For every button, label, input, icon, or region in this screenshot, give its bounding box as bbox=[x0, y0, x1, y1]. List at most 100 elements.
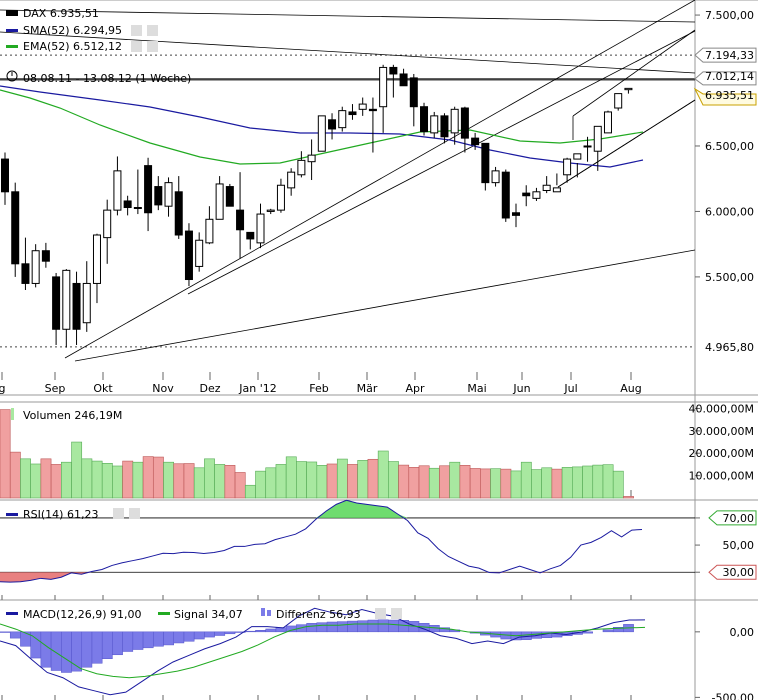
candle bbox=[399, 73, 408, 87]
volume-bar bbox=[316, 465, 328, 499]
legend-dax[interactable]: DAX 6.935,51 bbox=[6, 7, 99, 20]
ema-line bbox=[0, 89, 644, 165]
volume-bar bbox=[561, 467, 573, 499]
volume-bar bbox=[81, 458, 93, 499]
y-tick-label: 6.500,00 bbox=[705, 140, 754, 153]
candle bbox=[215, 183, 224, 220]
candle bbox=[184, 230, 193, 281]
rsi-level-tag bbox=[708, 564, 757, 580]
macd-histogram-bar bbox=[214, 631, 226, 636]
macd-histogram-bar bbox=[265, 628, 277, 633]
candle bbox=[409, 77, 418, 108]
trend-line bbox=[187, 30, 696, 295]
macd-histogram-bar bbox=[224, 631, 236, 635]
candle bbox=[82, 282, 91, 324]
macd-histogram-bar bbox=[61, 631, 72, 673]
macd-histogram-bar bbox=[377, 619, 389, 633]
trend-line bbox=[0, 9, 696, 23]
volume-bar bbox=[336, 458, 348, 499]
x-tick-label: Dez bbox=[199, 382, 220, 395]
price-marker-label: 7.194,33 bbox=[705, 49, 754, 62]
x-tick-label: Mär bbox=[357, 382, 378, 395]
legend-rsi[interactable]: RSI(14) 61,23 bbox=[6, 508, 140, 521]
volume-bar bbox=[306, 461, 318, 499]
x-tick-label: Mai bbox=[467, 382, 486, 395]
macd-histogram-bar bbox=[204, 631, 215, 638]
volume-bar bbox=[480, 468, 491, 499]
rsi-tick-label: 30,00 bbox=[723, 566, 755, 579]
candle bbox=[460, 107, 469, 139]
macd-histogram-bar bbox=[71, 631, 82, 672]
volume-tick-label: 40.000,00M bbox=[689, 402, 754, 415]
macd-histogram-bar bbox=[285, 625, 297, 633]
volume-bar bbox=[101, 463, 113, 499]
volume-bar bbox=[377, 450, 389, 499]
legend-ema-close-icon[interactable] bbox=[147, 41, 158, 52]
macd-histogram-bar bbox=[173, 631, 185, 644]
legend-macd-settings-icon[interactable] bbox=[375, 608, 386, 619]
candle bbox=[552, 187, 561, 193]
channel-line bbox=[557, 99, 696, 188]
legend-volume[interactable]: Volumen 246,19M bbox=[6, 408, 122, 422]
volume-bar bbox=[398, 464, 410, 499]
legend-sma-settings-icon[interactable] bbox=[131, 25, 142, 36]
y-tick-label: 5.500,00 bbox=[705, 271, 754, 284]
candle bbox=[103, 209, 112, 239]
volume-bar bbox=[20, 458, 31, 499]
x-tick-label: Sep bbox=[45, 382, 66, 395]
macd-histogram-bar bbox=[163, 631, 174, 646]
volume-bar bbox=[408, 467, 420, 499]
rsi-oversold-fill bbox=[0, 572, 551, 583]
volume-bar bbox=[112, 465, 123, 499]
macd-histogram-bar bbox=[234, 631, 246, 633]
volume-bar bbox=[592, 464, 604, 499]
volume-bar bbox=[255, 470, 266, 499]
macd-histogram-bar bbox=[132, 631, 144, 650]
legend-range: 08.08.11 - 13.08.12 (1 Woche) bbox=[6, 70, 191, 85]
macd-histogram-bar bbox=[112, 631, 123, 656]
legend-rsi-close-icon[interactable] bbox=[129, 508, 140, 519]
volume-bar bbox=[541, 467, 553, 499]
candle bbox=[368, 108, 377, 112]
macd-histogram-bar bbox=[40, 631, 52, 668]
macd-histogram-bar bbox=[326, 621, 338, 633]
legend-ema-settings-icon[interactable] bbox=[131, 41, 142, 52]
candle bbox=[164, 182, 173, 207]
volume-bar bbox=[612, 470, 624, 499]
legend-rsi-settings-icon[interactable] bbox=[113, 508, 124, 519]
x-tick-label: Jun bbox=[512, 382, 530, 395]
candle bbox=[113, 170, 122, 211]
volume-bar bbox=[50, 464, 62, 499]
volume-bar bbox=[142, 456, 154, 499]
candle bbox=[358, 103, 367, 110]
candle bbox=[317, 115, 326, 152]
volume-bar bbox=[531, 469, 542, 499]
macd-histogram-bar bbox=[122, 631, 134, 652]
legend-macd[interactable]: MACD(12,26,9) 91,00 Signal 34,07 Differe… bbox=[6, 608, 402, 621]
legend-macd-close-icon[interactable] bbox=[391, 608, 402, 619]
volume-bar bbox=[418, 465, 430, 499]
volume-bar bbox=[572, 466, 583, 499]
volume-bar bbox=[326, 463, 338, 499]
macd-histogram-bar bbox=[81, 631, 93, 668]
legend-sma[interactable]: SMA(52) 6.294,95 bbox=[6, 24, 158, 37]
volume-bar bbox=[71, 441, 83, 499]
legend-ema[interactable]: EMA(52) 6.512,12 bbox=[6, 40, 158, 53]
candle bbox=[72, 282, 81, 330]
macd-line bbox=[0, 607, 646, 696]
macd-histogram-bar bbox=[602, 629, 614, 633]
volume-bar bbox=[91, 460, 103, 499]
macd-histogram-bar bbox=[193, 631, 205, 640]
macd-histogram-bar bbox=[275, 627, 287, 633]
volume-bar bbox=[439, 465, 450, 499]
macd-histogram-bar bbox=[142, 631, 154, 649]
volume-bar bbox=[214, 464, 226, 499]
legend-differenz-label: Differenz 56,93 bbox=[276, 608, 361, 621]
candle bbox=[195, 239, 204, 267]
candle bbox=[532, 191, 541, 199]
legend-sma-close-icon[interactable] bbox=[147, 25, 158, 36]
candle bbox=[205, 218, 214, 244]
trend-line bbox=[64, 0, 696, 359]
price-marker-label: 6.935,51 bbox=[705, 89, 754, 102]
